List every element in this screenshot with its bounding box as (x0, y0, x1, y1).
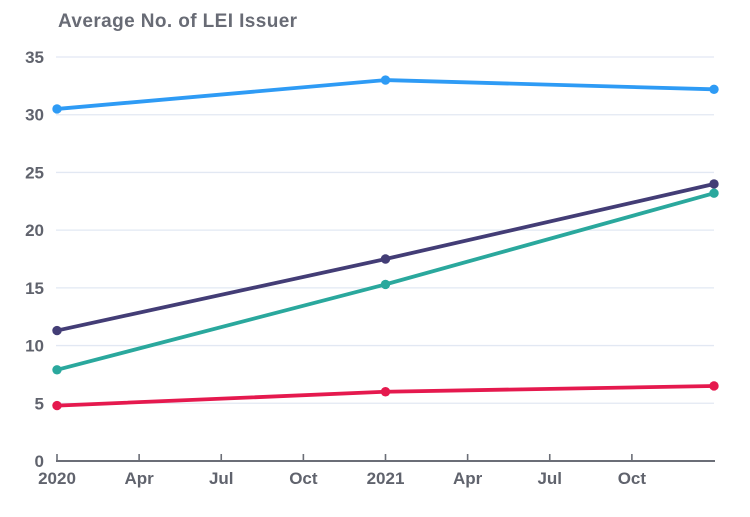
series-purple-line (52, 179, 719, 336)
y-tick-label-35: 35 (25, 48, 44, 67)
x-tick-label-0: 2020 (38, 469, 76, 488)
purple-line-point-0 (52, 325, 62, 336)
red-line-point-0 (52, 400, 62, 411)
blue-line-point-2 (709, 84, 719, 95)
x-tick-label-2: Jul (209, 469, 234, 488)
x-axis-labels: 2020 Apr Jul Oct 2021 Apr Jul Oct (38, 469, 646, 488)
y-axis-labels: 0 5 10 15 20 25 30 35 (25, 48, 44, 471)
x-tick-label-4: 2021 (367, 469, 405, 488)
x-axis-ticks (56, 454, 633, 460)
teal-line-point-0 (52, 365, 62, 375)
teal-line-point-1 (380, 279, 391, 290)
series-teal-line (52, 188, 719, 375)
teal-line-point-2 (709, 188, 719, 198)
y-tick-label-30: 30 (25, 106, 44, 125)
x-tick-label-6: Jul (537, 469, 562, 488)
y-tick-label-20: 20 (25, 221, 44, 240)
series-red-line (52, 381, 719, 411)
y-tick-label-0: 0 (35, 452, 44, 471)
y-tick-label-25: 25 (25, 163, 44, 182)
y-tick-label-5: 5 (35, 394, 44, 413)
y-tick-label-10: 10 (25, 337, 44, 356)
series-blue-line (52, 75, 719, 114)
gridlines (56, 56, 714, 404)
red-line-point-1 (380, 387, 391, 397)
x-tick-label-1: Apr (124, 469, 154, 488)
purple-line-point-1 (380, 254, 391, 264)
blue-line-point-0 (52, 104, 62, 114)
x-tick-label-3: Oct (289, 469, 318, 488)
chart-title: Average No. of LEI Issuer (58, 11, 298, 32)
red-line-point-2 (709, 381, 719, 391)
blue-line-point-1 (380, 75, 391, 85)
purple-line-point-2 (709, 179, 719, 189)
y-tick-label-15: 15 (25, 279, 44, 298)
x-tick-label-7: Oct (618, 469, 647, 488)
x-tick-label-5: Apr (453, 469, 483, 488)
